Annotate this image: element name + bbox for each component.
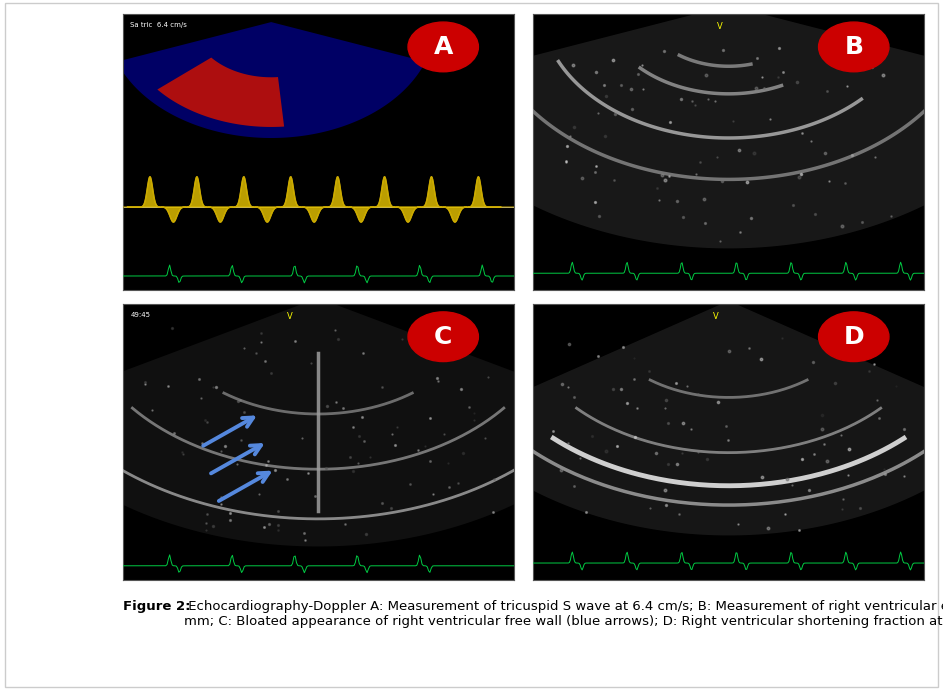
Polygon shape [8,298,629,546]
Circle shape [819,312,889,362]
Polygon shape [117,22,425,138]
Text: Sa tric  6.4 cm/s: Sa tric 6.4 cm/s [130,22,188,28]
Circle shape [408,312,478,362]
Text: C: C [434,325,453,348]
Text: V: V [717,22,722,31]
Text: D: D [843,325,864,348]
Circle shape [408,22,478,72]
Text: Echocardiography-Doppler A: Measurement of tricuspid S wave at 6.4 cm/s; B: Meas: Echocardiography-Doppler A: Measurement … [184,600,943,629]
Text: V: V [713,312,719,321]
Text: 49:45: 49:45 [130,312,151,318]
Text: A: A [434,35,453,59]
Text: V: V [287,312,292,321]
Circle shape [819,22,889,72]
Text: B: B [844,35,863,59]
Polygon shape [157,57,284,127]
Polygon shape [447,301,943,535]
Polygon shape [405,6,943,248]
Text: Figure 2:: Figure 2: [123,600,190,613]
